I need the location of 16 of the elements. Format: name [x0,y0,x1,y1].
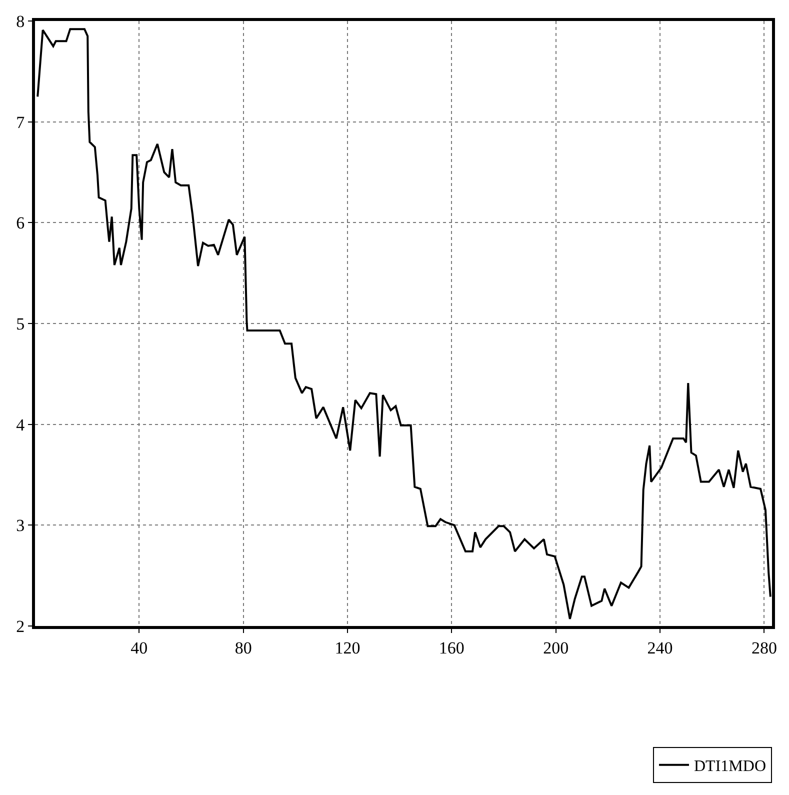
x-tick-label: 200 [543,638,569,658]
y-tick-label: 4 [16,415,26,434]
y-tick-label: 3 [16,516,25,536]
x-tick-label: 240 [647,638,673,658]
line-series [36,28,772,620]
x-tick-label: 120 [334,638,360,658]
y-tick-label: 5 [16,314,25,334]
y-tick-label: 2 [16,616,25,636]
y-tick-label: 8 [16,12,25,31]
x-tick-label: 280 [751,638,777,658]
x-tick-label: 80 [234,638,252,658]
x-tick-label: 160 [438,638,464,658]
y-tick-label: 7 [16,112,26,132]
legend-label: DTI1MDO [694,758,766,776]
x-tick-label: 40 [130,638,148,658]
y-tick-label: 6 [16,214,25,233]
